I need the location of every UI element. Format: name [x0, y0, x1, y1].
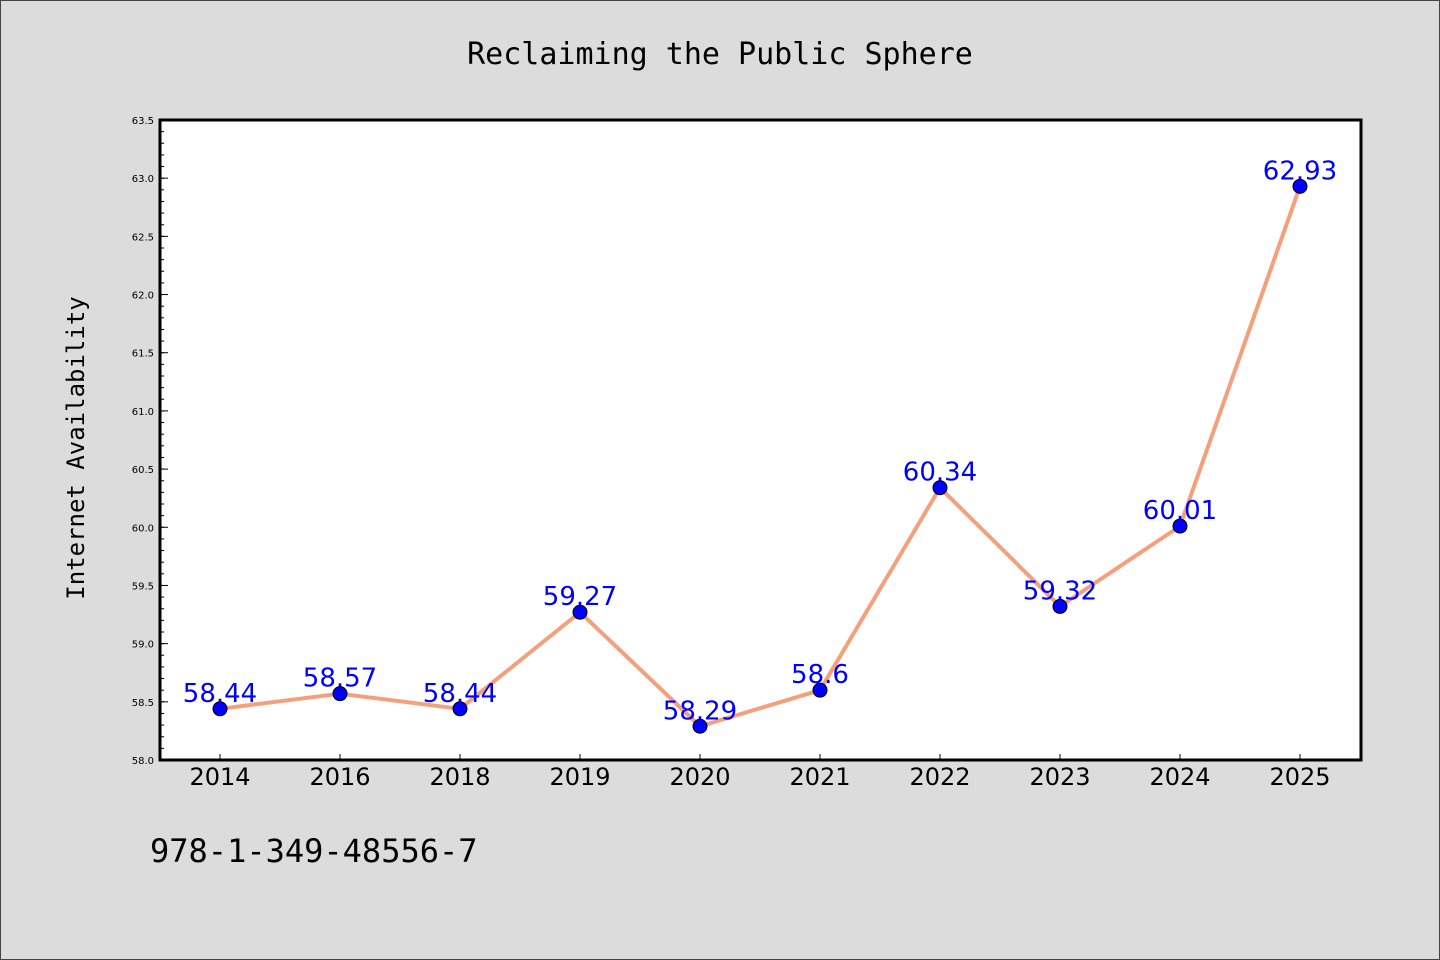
data-point — [692, 718, 708, 734]
x-tick-label: 2023 — [1029, 763, 1090, 791]
data-label: 58.44 — [183, 679, 257, 709]
x-tick-label: 2025 — [1269, 763, 1330, 791]
data-label: 58.29 — [663, 696, 737, 726]
series-line — [219, 185, 1302, 729]
data-point — [812, 682, 828, 698]
x-axis: 2014 2016 2018 2019 2020 2021 2022 2023 2024 2025 — [189, 754, 1331, 791]
y-tick-label: 61.0 — [132, 407, 154, 418]
x-tick-label: 2019 — [549, 763, 610, 791]
y-tick-label: 63.5 — [132, 116, 154, 127]
y-tick-label: 60.5 — [132, 465, 154, 476]
x-tick-label: 2018 — [429, 763, 490, 791]
x-tick-label: 2014 — [189, 763, 250, 791]
data-point — [1172, 518, 1188, 534]
y-tick-label: 61.5 — [132, 349, 154, 360]
y-tick-label: 63.0 — [132, 174, 154, 185]
y-tick-label: 62.0 — [132, 291, 154, 302]
data-point — [452, 701, 468, 717]
data-point — [932, 480, 948, 496]
x-tick-label: 2021 — [789, 763, 850, 791]
data-label: 59.32 — [1023, 576, 1097, 606]
series-line-group: 58.44 58.57 58.44 59.27 58.29 58.6 60.34 59.32 6… — [183, 156, 1337, 734]
data-label: 62.93 — [1263, 156, 1337, 186]
data-point — [212, 701, 228, 717]
data-label: 58.57 — [303, 664, 377, 694]
y-tick-label: 60.0 — [132, 523, 154, 534]
y-tick-label: 58.0 — [132, 756, 154, 767]
x-tick-label: 2016 — [309, 763, 370, 791]
y-tick-label: 62.5 — [132, 232, 154, 243]
data-label: 58.44 — [423, 679, 497, 709]
data-label: 60.01 — [1143, 496, 1217, 526]
chart-title: Reclaiming the Public Sphere — [467, 37, 973, 72]
data-point — [332, 686, 348, 702]
data-label: 59.27 — [543, 582, 617, 612]
plot-border — [158, 118, 1363, 762]
data-point — [1292, 178, 1308, 194]
data-label: 58.6 — [791, 660, 849, 690]
data-point — [572, 604, 588, 620]
x-tick-label: 2022 — [909, 763, 970, 791]
isbn-text: 978-1-349-48556-7 — [150, 832, 478, 870]
data-label: 60.34 — [903, 458, 977, 488]
y-tick-label: 58.5 — [132, 698, 154, 709]
y-axis-label: Internet Availability — [62, 296, 90, 599]
y-tick-label: 59.5 — [132, 581, 154, 592]
y-tick-label: 59.0 — [132, 640, 154, 651]
x-tick-label: 2020 — [669, 763, 730, 791]
data-point — [1052, 598, 1068, 614]
x-tick-label: 2024 — [1149, 763, 1210, 791]
plot-area — [160, 120, 1361, 760]
